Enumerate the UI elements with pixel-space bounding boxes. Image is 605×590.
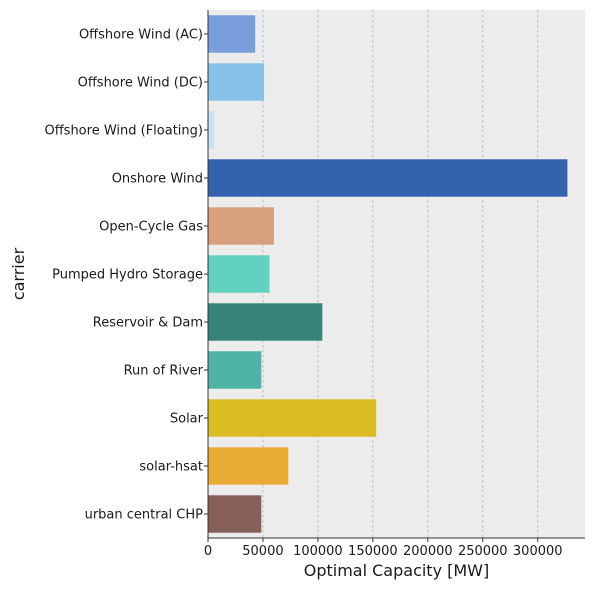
y-axis-label: carrier xyxy=(9,247,28,300)
y-tick-label: Reservoir & Dam xyxy=(93,316,203,331)
x-tick-label: 0 xyxy=(204,544,212,559)
x-tick-label: 50000 xyxy=(242,544,283,559)
bar xyxy=(208,207,274,245)
y-tick-label: urban central CHP xyxy=(85,508,204,523)
bar xyxy=(208,159,568,197)
bar xyxy=(208,447,289,485)
y-tick-label: Offshore Wind (Floating) xyxy=(44,124,203,139)
bar xyxy=(208,15,256,53)
y-tick-label: Offshore Wind (AC) xyxy=(79,28,203,43)
y-tick-label: Offshore Wind (DC) xyxy=(78,76,203,91)
x-axis-label: Optimal Capacity [MW] xyxy=(304,561,490,580)
y-tick-label: solar-hsat xyxy=(139,460,203,475)
x-tick-label: 300000 xyxy=(513,544,563,559)
y-tick-label: Open-Cycle Gas xyxy=(99,220,203,235)
bar xyxy=(208,351,262,389)
y-tick-labels: Offshore Wind (AC) Offshore Wind (DC) Offs… xyxy=(44,28,208,523)
bar xyxy=(208,399,377,437)
bars xyxy=(208,15,568,533)
x-tick-label: 100000 xyxy=(293,544,343,559)
x-tick-label: 200000 xyxy=(403,544,453,559)
y-tick-label: Pumped Hydro Storage xyxy=(52,268,203,283)
x-tick-label: 150000 xyxy=(348,544,398,559)
bar xyxy=(208,63,265,101)
x-tick-label: 250000 xyxy=(458,544,508,559)
y-tick-label: Run of River xyxy=(124,364,204,379)
x-tick-labels: 0 50000 100000 150000 200000 250000 300000 xyxy=(204,538,563,559)
y-tick-label: Onshore Wind xyxy=(112,172,203,187)
bar xyxy=(208,255,270,293)
bar xyxy=(208,495,262,533)
y-tick-label: Solar xyxy=(170,412,204,427)
bar xyxy=(208,303,323,341)
bar xyxy=(208,111,215,149)
